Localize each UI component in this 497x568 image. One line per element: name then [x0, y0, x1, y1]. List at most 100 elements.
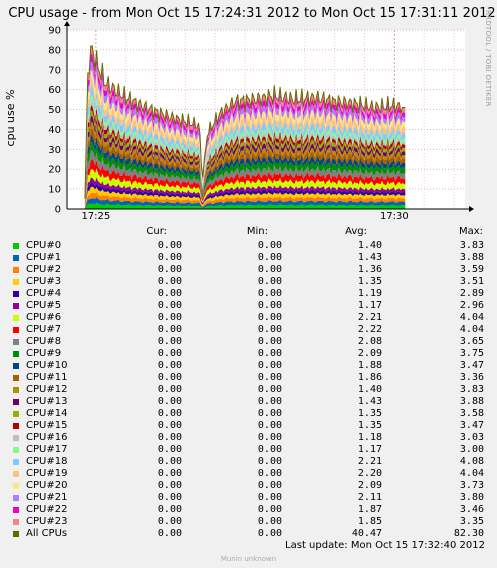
legend-value-min: 0.00: [257, 492, 282, 503]
legend-row: CPU#0 0.00 0.00 1.40 3.83: [0, 240, 497, 252]
legend-series-name: CPU#1: [26, 252, 62, 263]
legend-row: CPU#12 0.00 0.00 1.40 3.83: [0, 384, 497, 396]
legend-row: CPU#8 0.00 0.00 2.08 3.65: [0, 336, 497, 348]
legend-row: CPU#21 0.00 0.00 2.11 3.80: [0, 492, 497, 504]
legend-swatch: [13, 423, 19, 429]
legend-value-avg: 1.36: [357, 264, 382, 275]
legend-value-min: 0.00: [257, 288, 282, 299]
legend-value-min: 0.00: [257, 432, 282, 443]
legend-swatch: [13, 531, 19, 537]
axes: [64, 21, 474, 212]
legend-row: CPU#17 0.00 0.00 1.17 3.00: [0, 444, 497, 456]
area-cpu-0: [84, 202, 406, 209]
legend-value-min: 0.00: [257, 384, 282, 395]
y-tick-label: 50: [48, 105, 61, 116]
legend-series-name: CPU#9: [26, 348, 62, 359]
legend-value-avg: 2.21: [357, 456, 382, 467]
y-tick-label: 30: [48, 145, 61, 156]
y-tick-label: 60: [48, 85, 61, 96]
legend-value-min: 0.00: [257, 396, 282, 407]
legend-swatch: [13, 435, 19, 441]
legend-value-max: 3.03: [459, 432, 484, 443]
x-axis-arrow: [469, 206, 474, 212]
legend-value-max: 3.59: [459, 264, 484, 275]
legend-swatch: [13, 399, 19, 405]
legend-value-cur: 0.00: [157, 372, 182, 383]
legend-swatch: [13, 507, 19, 513]
legend-value-avg: 2.08: [357, 336, 382, 347]
legend-value-cur: 0.00: [157, 420, 182, 431]
area-cpu-2: [84, 191, 406, 209]
legend-value-min: 0.00: [257, 264, 282, 275]
legend-value-max: 4.08: [459, 456, 484, 467]
legend-value-cur: 0.00: [157, 480, 182, 491]
legend-value-avg: 1.87: [357, 504, 382, 515]
legend-value-min: 0.00: [257, 312, 282, 323]
legend-value-max: 3.73: [459, 480, 484, 491]
legend-row: CPU#14 0.00 0.00 1.35 3.58: [0, 408, 497, 420]
legend-series-name: CPU#17: [26, 444, 68, 455]
legend-value-max: 2.89: [459, 288, 484, 299]
line-all-cpus: [84, 45, 406, 200]
legend-row: All CPUs 0.00 0.00 40.47 82.30: [0, 528, 497, 540]
legend-row: CPU#15 0.00 0.00 1.35 3.47: [0, 420, 497, 432]
legend-value-cur: 0.00: [157, 336, 182, 347]
y-tick-label: 70: [48, 65, 61, 76]
legend-value-min: 0.00: [257, 276, 282, 287]
legend-value-cur: 0.00: [157, 516, 182, 527]
legend-value-cur: 0.00: [157, 324, 182, 335]
y-tick-label: 40: [48, 125, 61, 136]
chart-title: CPU usage - from Mon Oct 15 17:24:31 201…: [8, 6, 495, 21]
legend-row: CPU#1 0.00 0.00 1.43 3.88: [0, 252, 497, 264]
legend-swatch: [13, 267, 19, 273]
legend-series-name: CPU#0: [26, 240, 62, 251]
legend-value-min: 0.00: [257, 456, 282, 467]
area-cpu-4: [84, 181, 406, 208]
legend-series-name: CPU#10: [26, 360, 68, 371]
legend-series-name: CPU#21: [26, 492, 68, 503]
legend-series-name: CPU#22: [26, 504, 68, 515]
legend-swatch: [13, 243, 19, 249]
legend-row: CPU#20 0.00 0.00 2.09 3.73: [0, 480, 497, 492]
legend-series-name: CPU#2: [26, 264, 62, 275]
legend-value-min: 0.00: [257, 420, 282, 431]
legend-value-max: 3.58: [459, 408, 484, 419]
legend-value-min: 0.00: [257, 372, 282, 383]
area-cpu-6: [84, 168, 406, 208]
legend-value-max: 3.47: [459, 360, 484, 371]
legend-value-max: 2.96: [459, 300, 484, 311]
legend-row: CPU#19 0.00 0.00 2.20 4.04: [0, 468, 497, 480]
legend-value-avg: 2.11: [357, 492, 382, 503]
legend-swatch: [13, 315, 19, 321]
legend-value-min: 0.00: [257, 468, 282, 479]
legend-value-cur: 0.00: [157, 252, 182, 263]
legend-row: CPU#16 0.00 0.00 1.18 3.03: [0, 432, 497, 444]
legend-row: CPU#4 0.00 0.00 1.19 2.89: [0, 288, 497, 300]
y-tick-label: 10: [48, 185, 61, 196]
y-tick-label: 0: [55, 205, 61, 216]
legend-value-cur: 0.00: [157, 312, 182, 323]
legend-value-min: 0.00: [257, 360, 282, 371]
legend-value-max: 3.75: [459, 348, 484, 359]
legend-value-avg: 1.18: [357, 432, 382, 443]
legend-series-name: CPU#11: [26, 372, 68, 383]
legend-series-name: CPU#7: [26, 324, 62, 335]
legend-row: CPU#2 0.00 0.00 1.36 3.59: [0, 264, 497, 276]
legend-swatch: [13, 351, 19, 357]
legend-value-cur: 0.00: [157, 264, 182, 275]
legend-row: CPU#22 0.00 0.00 1.87 3.46: [0, 504, 497, 516]
legend-row: CPU#18 0.00 0.00 2.21 4.08: [0, 456, 497, 468]
legend-row: CPU#10 0.00 0.00 1.88 3.47: [0, 360, 497, 372]
legend-value-avg: 1.40: [357, 384, 382, 395]
legend-swatch: [13, 363, 19, 369]
legend-row: CPU#23 0.00 0.00 1.85 3.35: [0, 516, 497, 528]
legend-value-min: 0.00: [257, 444, 282, 455]
legend-value-cur: 0.00: [157, 276, 182, 287]
legend-value-max: 82.30: [453, 528, 484, 539]
legend-swatch: [13, 291, 19, 297]
y-tick-label: 80: [48, 45, 61, 56]
legend-value-avg: 1.43: [357, 396, 382, 407]
legend-value-avg: 1.35: [357, 276, 382, 287]
legend-value-min: 0.00: [257, 300, 282, 311]
legend-value-avg: 2.09: [357, 480, 382, 491]
